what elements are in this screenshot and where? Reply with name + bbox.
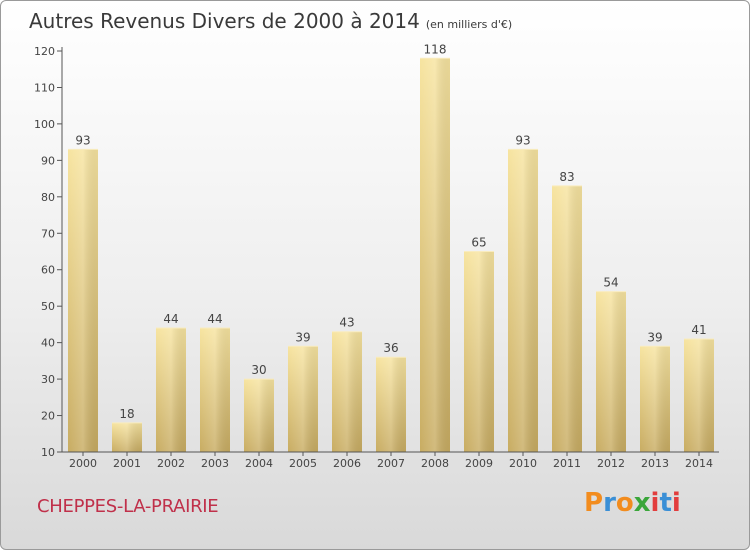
bar-shade-2013 — [640, 346, 670, 452]
chart-title: Autres Revenus Divers de 2000 à 2014 (en … — [29, 9, 512, 33]
y-tick-label: 30 — [41, 373, 55, 386]
bar-shade-2002 — [156, 328, 186, 452]
y-tick-label: 50 — [41, 300, 55, 313]
data-label-2002: 44 — [163, 312, 178, 326]
data-label-2009: 65 — [471, 236, 486, 250]
y-tick-label: 100 — [34, 118, 55, 131]
y-tick-label: 40 — [41, 337, 55, 350]
x-tick-label-2002: 2002 — [157, 457, 185, 470]
x-tick-label-2013: 2013 — [641, 457, 669, 470]
y-tick-label: 90 — [41, 154, 55, 167]
data-label-2005: 39 — [295, 330, 310, 344]
logo-letter: i — [671, 488, 681, 518]
bar-shade-2006 — [332, 331, 362, 452]
data-label-2000: 93 — [75, 133, 90, 147]
bar-shade-2000 — [68, 149, 98, 452]
logo-letter: t — [659, 488, 672, 518]
bar-shade-2003 — [200, 328, 230, 452]
data-label-2004: 30 — [251, 363, 266, 377]
bar-shade-2011 — [552, 185, 582, 452]
x-tick-label-2004: 2004 — [245, 457, 273, 470]
chart-subtitle: (en milliers d'€) — [425, 18, 513, 31]
data-label-2010: 93 — [515, 133, 530, 147]
chart-title-text: Autres Revenus Divers de 2000 à 2014 — [29, 9, 420, 33]
bar-shade-2009 — [464, 251, 494, 452]
x-tick-label-2011: 2011 — [553, 457, 581, 470]
y-tick-label: 110 — [34, 81, 55, 94]
data-label-2006: 43 — [339, 316, 354, 330]
bar-shade-2008 — [420, 58, 450, 453]
data-label-2003: 44 — [207, 312, 222, 326]
x-tick-label-2012: 2012 — [597, 457, 625, 470]
x-tick-label-2007: 2007 — [377, 457, 405, 470]
data-label-2012: 54 — [603, 276, 618, 290]
y-tick-label: 120 — [34, 45, 55, 58]
bar-shade-2001 — [112, 422, 142, 452]
x-tick-label-2010: 2010 — [509, 457, 537, 470]
y-tick-label: 20 — [41, 410, 55, 423]
bar-shade-2004 — [244, 379, 274, 452]
location-label: CHEPPES-LA-PRAIRIE — [37, 496, 219, 517]
x-tick-label-2003: 2003 — [201, 457, 229, 470]
data-label-2001: 18 — [119, 407, 134, 421]
proxiti-logo: Proxiti — [584, 488, 681, 518]
data-label-2008: 118 — [424, 42, 447, 56]
bar-shade-2007 — [376, 357, 406, 452]
data-label-2007: 36 — [383, 341, 398, 355]
x-tick-label-2000: 2000 — [69, 457, 97, 470]
data-label-2014: 41 — [691, 323, 706, 337]
logo-letter: x — [633, 488, 651, 518]
x-tick-label-2008: 2008 — [421, 457, 449, 470]
x-tick-label-2014: 2014 — [685, 457, 713, 470]
y-tick-label: 70 — [41, 227, 55, 240]
x-tick-label-2009: 2009 — [465, 457, 493, 470]
y-tick-label: 10 — [41, 446, 55, 459]
logo-letter: i — [650, 488, 660, 518]
logo-letter: o — [615, 488, 634, 518]
x-tick-label-2005: 2005 — [289, 457, 317, 470]
x-tick-label-2006: 2006 — [333, 457, 361, 470]
bar-shade-2010 — [508, 149, 538, 452]
logo-letter: r — [603, 488, 616, 518]
y-tick-label: 80 — [41, 191, 55, 204]
bar-shade-2012 — [596, 291, 626, 452]
data-label-2011: 83 — [559, 170, 574, 184]
data-label-2013: 39 — [647, 330, 662, 344]
logo-letter: P — [584, 488, 604, 518]
bar-shade-2014 — [684, 338, 714, 452]
bar-shade-2005 — [288, 346, 318, 452]
x-tick-label-2001: 2001 — [113, 457, 141, 470]
y-tick-label: 60 — [41, 264, 55, 277]
